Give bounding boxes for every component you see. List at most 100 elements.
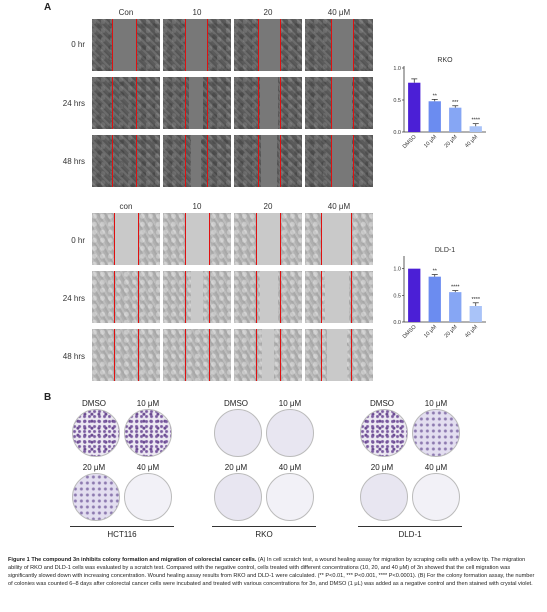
bar	[449, 292, 462, 322]
scratch-image	[305, 77, 373, 129]
dish-label: 40 μM	[136, 463, 160, 472]
dish-label: 40 μM	[278, 463, 302, 472]
x-tick-label: 10 μM	[423, 134, 438, 149]
significance-label: **	[433, 93, 438, 99]
figure-caption: Figure 1 The compound 3n inhibits colony…	[8, 556, 538, 588]
significance-label: **	[433, 269, 438, 275]
scratch-image	[163, 271, 231, 323]
dish-label: DMSO	[370, 399, 394, 408]
scratch-image	[92, 213, 160, 265]
scratch-image	[234, 77, 302, 129]
row-label: 48 hrs	[62, 157, 85, 166]
y-tick-label: 1.0	[393, 267, 401, 273]
dish-label: DMSO	[224, 399, 248, 408]
rko-bar-chart: RKO 0.0 0.5 1.0 DMSO ** 10 μM *** 20 μM **** 40 μM	[393, 57, 486, 150]
row-label: 0 hr	[71, 40, 85, 49]
group-label: RKO	[255, 530, 273, 539]
group-label: DLD-1	[398, 530, 422, 539]
colony-dish	[266, 409, 314, 457]
row-label: 48 hrs	[62, 352, 85, 361]
scratch-image	[163, 213, 231, 265]
scratch-image	[92, 135, 160, 187]
y-tick-label: 0.0	[393, 320, 401, 326]
column-label: 20	[263, 202, 273, 211]
y-tick-label: 0.0	[393, 130, 401, 136]
dish-label: 20 μM	[224, 463, 248, 472]
x-tick-label: DMSO	[402, 134, 418, 150]
colony-dish	[214, 409, 262, 457]
scratch-image	[305, 329, 373, 381]
panel-a-letter: A	[44, 2, 52, 13]
group-underline	[212, 526, 316, 527]
dish-label: 20 μM	[370, 463, 394, 472]
caption-body: (A) In cell scratch test, a wound healin…	[8, 557, 535, 587]
x-tick-label: 40 μM	[464, 324, 479, 339]
scratch-image	[163, 135, 231, 187]
dld1-bar-chart: DLD-1 0.0 0.5 1.0 DMSO ** 10 μM **** 20 μM **** 40…	[393, 247, 486, 340]
column-label: con	[119, 202, 133, 211]
scratch-image	[92, 329, 160, 381]
scratch-image	[305, 19, 373, 71]
bar	[449, 107, 462, 132]
scratch-image	[234, 135, 302, 187]
column-label: 40 μM	[327, 202, 351, 211]
scratch-image	[234, 19, 302, 71]
colony-dish	[124, 473, 172, 521]
scratch-image	[92, 19, 160, 71]
scratch-image	[305, 135, 373, 187]
row-label: 0 hr	[71, 236, 85, 245]
scratch-image	[163, 329, 231, 381]
x-tick-label: DMSO	[402, 324, 418, 340]
bar	[469, 306, 482, 322]
group-label: HCT116	[107, 530, 137, 539]
colony-dish	[72, 409, 120, 457]
figure-label: Figure 1	[8, 557, 30, 563]
colony-dish	[412, 409, 460, 457]
chart-title: DLD-1	[435, 247, 455, 254]
dish-label: DMSO	[82, 399, 106, 408]
row-label: 24 hrs	[62, 99, 85, 108]
chart-title: RKO	[437, 57, 453, 64]
scratch-image	[234, 213, 302, 265]
colony-dish	[360, 473, 408, 521]
colony-dish	[266, 473, 314, 521]
column-label: 20	[263, 8, 273, 17]
x-tick-label: 10 μM	[423, 324, 438, 339]
y-tick-label: 0.5	[393, 98, 401, 104]
x-tick-label: 40 μM	[464, 134, 479, 149]
scratch-image	[92, 271, 160, 323]
bar	[408, 82, 421, 132]
colony-dish	[72, 473, 120, 521]
column-label: Con	[118, 8, 134, 17]
bar	[428, 276, 441, 322]
group-underline	[70, 526, 174, 527]
dish-label: 10 μM	[424, 399, 448, 408]
bar	[408, 268, 421, 322]
scratch-image	[92, 77, 160, 129]
scratch-image	[163, 77, 231, 129]
group-underline	[358, 526, 462, 527]
panel-b-letter: B	[44, 392, 52, 403]
y-tick-label: 1.0	[393, 66, 401, 72]
colony-dish	[214, 473, 262, 521]
significance-label: ***	[452, 100, 459, 106]
significance-label: ****	[471, 297, 480, 303]
x-tick-label: 20 μM	[444, 134, 459, 149]
y-tick-label: 0.5	[393, 293, 401, 299]
caption-title: The compound 3n inhibits colony formatio…	[31, 557, 257, 563]
scratch-image	[234, 329, 302, 381]
bar	[428, 101, 441, 132]
colony-dish	[360, 409, 408, 457]
significance-label: ****	[471, 118, 480, 124]
significance-label: ****	[451, 285, 460, 291]
dish-label: 40 μM	[424, 463, 448, 472]
colony-dish	[124, 409, 172, 457]
row-label: 24 hrs	[62, 294, 85, 303]
bar	[469, 126, 482, 132]
column-label: 40 μM	[327, 8, 351, 17]
scratch-image	[163, 19, 231, 71]
colony-dish	[412, 473, 460, 521]
dish-label: 10 μM	[136, 399, 160, 408]
scratch-image	[305, 271, 373, 323]
column-label: 10	[192, 202, 202, 211]
